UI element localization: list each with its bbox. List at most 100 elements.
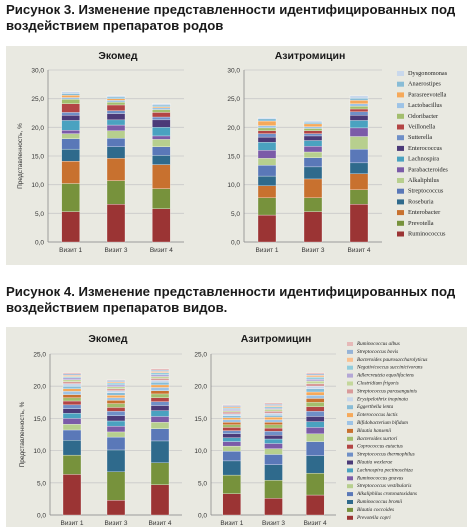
bar-segment-enterococcus-lactis <box>222 417 241 420</box>
bar-segment-coprococcus-eutactus <box>306 406 325 412</box>
bar-segment-anaerostipes <box>257 118 277 122</box>
bar-segment-ruminococcus-gnavus <box>150 416 170 423</box>
figure-4-charts: Экомед Представленность, % 0,0 5,0 10,0 15,0 2… <box>19 333 427 527</box>
bar-segment-ruminococcus-gnavus <box>222 441 241 447</box>
bar-segment-streptococcus-bovis <box>306 373 325 376</box>
bar-segment-anaerostipes <box>303 122 323 125</box>
bar-segment-enterobacter <box>61 161 80 184</box>
bar-segment-lachnospira-pectinoschiza <box>106 420 126 427</box>
bar-segment-blautia-wexlerae <box>62 408 82 414</box>
bar-segment-odoribacter <box>61 99 80 104</box>
bar-segment-streptococcus-vestibularis <box>62 424 82 431</box>
legend-swatch-streptococcus-vestibularis <box>347 484 353 489</box>
bar-segment-roseburia <box>303 166 323 180</box>
bar-segment-blautia-wexlerae <box>150 405 170 411</box>
x-tick-label: Визит 4 <box>149 520 172 527</box>
bar-segment-parabacteroides <box>152 135 171 140</box>
y-tick-label: 20,0 <box>31 125 44 132</box>
bar-segment-clostridium-frigoris <box>106 386 126 389</box>
legend-swatch-roseburia <box>397 199 404 205</box>
legend-swatch-lachnospira-pectinoschiza <box>347 468 353 473</box>
bar-segment-blautia-wexlerae <box>264 434 283 440</box>
bar-segment-bacteroides-xurtori <box>264 424 283 429</box>
bar-segment-adlercreutzia-equolifaciens <box>306 378 325 382</box>
x-tick-label: Визит 3 <box>105 247 128 254</box>
bar-segment-streptococcus-vestibularis <box>106 431 126 438</box>
bar-segment-blautia-hansenii <box>106 400 126 404</box>
legend-swatch-streptococcus-parasanguinis <box>347 389 353 394</box>
bar-segment-veillonella <box>152 112 171 118</box>
legend-label-odoribacter: Odoribacter <box>408 113 439 120</box>
chart-title: Экомед <box>98 50 137 62</box>
legend-label-lactobacillus: Lactobacillus <box>408 102 442 109</box>
bar-segment-streptococcus-thermophilus <box>106 411 126 416</box>
y-tick-label: 5,0 <box>37 480 46 487</box>
bar-segment-streptococcus <box>152 146 171 156</box>
legend-label-bifidobacterium-bifidum: Bifidobacterium bifidum <box>357 419 408 426</box>
x-tick-label: Визит 1 <box>256 247 279 254</box>
bar-segment-blautia-hansenii <box>306 398 325 403</box>
figure-3-charts: Экомед Представленность, % 0,0 5,0 10,0 15,0 2… <box>17 50 448 254</box>
bar-segment-blautia-hansenii <box>222 422 241 425</box>
y-tick-label: 20,0 <box>227 125 240 132</box>
chart-title: Азитромицин <box>241 333 312 345</box>
bar-segment-alkaliphilus <box>257 158 277 166</box>
legend-swatch-lachnospira <box>397 156 404 162</box>
figure-3-title-line-2: воздействием препаратов родов <box>6 18 224 33</box>
legend-swatch-prevotella-copri <box>347 515 353 520</box>
bar-segment-lactobacillus <box>257 125 277 129</box>
bar-segment-sutterella <box>349 111 369 116</box>
bar-segment-alkaliphilus <box>349 136 369 150</box>
legend-label-negativicoccus-succinicivorans: Negativicoccus succinicivorans <box>356 365 423 371</box>
bar-segment-alkaliphilus-crotonatoxidans <box>222 451 241 462</box>
legend-label-parasreevotella: Parasreevotella <box>408 91 447 98</box>
bar-segment-ruminococcus-bromii <box>62 440 82 456</box>
bar-segment-clostridium-frigoris <box>62 379 82 382</box>
legend-swatch-bacteroides-paurosaccharolyticus <box>347 357 353 362</box>
legend-label-blautia-hansenii: Blautia hansenii <box>357 428 392 434</box>
bar-segment-veillonella <box>257 130 277 134</box>
bar-segment-prevotella <box>257 197 277 216</box>
bar-segment-bacteroides-xurtori <box>150 393 170 398</box>
legend-swatch-sutterella <box>397 135 404 141</box>
bar-segment-bacteroides-paurosaccharolyticus <box>62 375 82 377</box>
bar-segment-parabacteroides <box>106 124 126 131</box>
bar-segment-blautia-wexlerae <box>106 415 126 422</box>
legend-swatch-prevotella <box>397 220 404 226</box>
legend-label-bacteroides-xurtori: Bacteroides xurtori <box>357 436 398 442</box>
x-tick-label: Визит 3 <box>105 520 128 527</box>
figure-4-title-line-2: воздействием препаратов видов. <box>6 300 228 315</box>
legend-swatch-bacteroides-xurtori <box>347 436 353 441</box>
bar-segment-dysgonomonas <box>61 91 80 94</box>
bar-segment-coprococcus-eutactus <box>62 400 82 406</box>
bar-segment-eggerthella-lenta <box>62 386 82 389</box>
bar-segment-odoribacter <box>303 128 323 131</box>
bar-segment-prevotella-copri <box>150 484 170 516</box>
legend-swatch-negativicoccus-succinicivorans <box>347 365 353 370</box>
bar-segment-lachnospira <box>257 142 277 151</box>
bar-segment-bifidobacterium-bifidum <box>150 387 170 391</box>
bar-segment-ruminococcus-gnavus <box>264 443 283 449</box>
legend-label-veillonella: Veillonella <box>408 124 435 131</box>
bar-segment-parabacteroides <box>349 127 369 137</box>
bar-segment-eggerthella-lenta <box>150 382 170 386</box>
bar-segment-ruminococcus <box>61 211 80 243</box>
bar-segment-alkaliphilus <box>106 130 126 139</box>
y-tick-label: 25,0 <box>33 352 46 359</box>
bar-segment-roseburia <box>349 162 369 174</box>
y-tick-label: 5,0 <box>231 211 240 218</box>
chart-0: Экомед Представленность, % 0,0 5,0 10,0 15,0 2… <box>17 50 184 254</box>
bar-segment-ruminococcus-bromii <box>264 464 283 481</box>
legend-label-adlercreutzia-equolifaciens: Adlercreutzia equolifaciens <box>356 372 414 379</box>
bar-segment-negativicoccus-succinicivorans <box>306 377 325 380</box>
bar-segment-odoribacter <box>257 127 277 131</box>
legend-swatch-enterococcus <box>397 145 404 151</box>
legend-label-alkaliphilus: Alkaliphilus <box>408 177 440 184</box>
legend-label-enterococcus: Enterococcus <box>408 145 442 152</box>
bar-segment-bacteroides-paurosaccharolyticus <box>306 375 325 378</box>
legend-swatch-alkaliphilus-crotonatoxidans <box>347 492 353 497</box>
legend-label-dysgonomonas: Dysgonomonas <box>408 70 448 77</box>
bar-segment-roseburia <box>61 148 80 162</box>
bar-segment-streptococcus-vestibularis <box>264 448 283 455</box>
bar-segment-ruminococcus-albus <box>264 402 283 405</box>
